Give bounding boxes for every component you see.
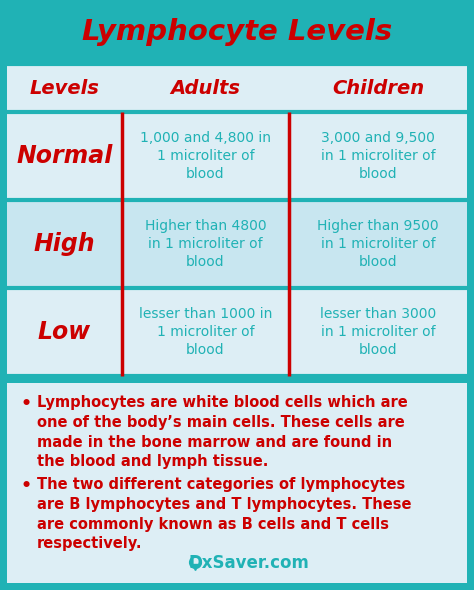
FancyBboxPatch shape (7, 288, 467, 376)
Text: Higher than 9500
in 1 microliter of
blood: Higher than 9500 in 1 microliter of bloo… (317, 219, 439, 270)
FancyBboxPatch shape (7, 64, 467, 112)
Text: lesser than 1000 in
1 microliter of
blood: lesser than 1000 in 1 microliter of bloo… (139, 307, 272, 358)
Text: The two different categories of lymphocytes
are B lymphocytes and T lymphocytes.: The two different categories of lymphocy… (37, 477, 411, 552)
Text: Adults: Adults (171, 78, 240, 97)
Text: Low: Low (38, 320, 91, 344)
Text: lesser than 3000
in 1 microliter of
blood: lesser than 3000 in 1 microliter of bloo… (320, 307, 436, 358)
Text: Higher than 4800
in 1 microliter of
blood: Higher than 4800 in 1 microliter of bloo… (145, 219, 266, 270)
FancyBboxPatch shape (7, 200, 467, 288)
Text: Normal: Normal (16, 144, 113, 168)
Text: •: • (21, 395, 32, 413)
FancyBboxPatch shape (7, 383, 467, 583)
Text: Lymphocytes are white blood cells which are
one of the body’s main cells. These : Lymphocytes are white blood cells which … (37, 395, 408, 470)
Text: •: • (21, 477, 32, 495)
Text: 1,000 and 4,800 in
1 microliter of
blood: 1,000 and 4,800 in 1 microliter of blood (140, 130, 271, 181)
FancyBboxPatch shape (7, 7, 467, 57)
Text: Levels: Levels (29, 78, 100, 97)
Text: Lymphocyte Levels: Lymphocyte Levels (82, 18, 392, 46)
Text: DxSaver.com: DxSaver.com (189, 554, 310, 572)
Text: High: High (34, 232, 95, 256)
FancyBboxPatch shape (7, 112, 467, 200)
Text: Children: Children (332, 78, 424, 97)
Text: 3,000 and 9,500
in 1 microliter of
blood: 3,000 and 9,500 in 1 microliter of blood (321, 130, 435, 181)
